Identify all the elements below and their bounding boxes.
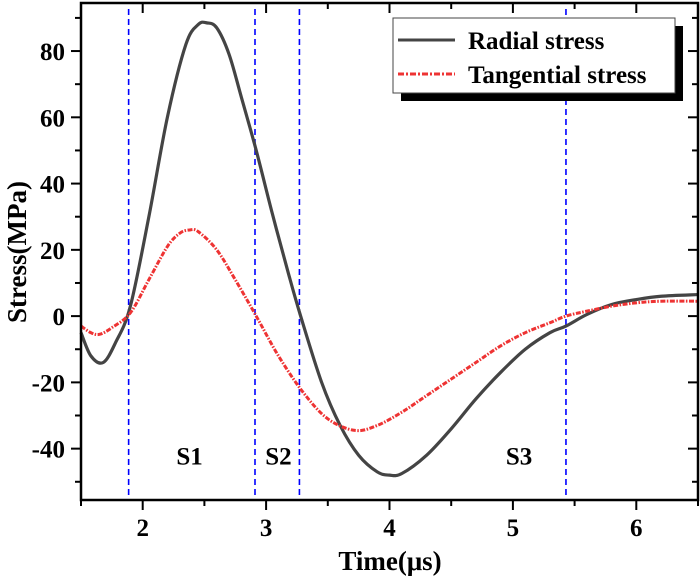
legend: Radial stress Tangential stress [392, 17, 683, 101]
stage-label: S2 [265, 443, 291, 470]
x-tick-label: 2 [136, 515, 149, 542]
x-tick-label: 5 [507, 515, 520, 542]
radial-stress-line [79, 20, 699, 478]
stage-label: S1 [176, 443, 202, 470]
series-lines [79, 20, 699, 478]
x-axis-label: Time(μs) [338, 546, 441, 576]
stage-label: S3 [506, 443, 532, 470]
y-tick-labels: -40 -20 0 20 40 60 80 [32, 39, 65, 464]
legend-label-radial: Radial stress [468, 28, 605, 55]
legend-box [392, 17, 676, 94]
y-tick-label: -40 [32, 437, 65, 464]
x-tick-label: 4 [383, 515, 396, 542]
y-tick-label: 80 [40, 39, 65, 66]
tick-marks [71, 3, 699, 510]
x-tick-labels: 2 3 4 5 6 [136, 515, 642, 542]
y-tick-label: 60 [40, 105, 65, 132]
y-axis-label: Stress(MPa) [2, 181, 32, 323]
y-tick-label: 0 [53, 304, 66, 331]
x-tick-label: 3 [260, 515, 273, 542]
y-tick-label: 40 [40, 172, 65, 199]
x-tick-label: 6 [630, 515, 643, 542]
y-tick-label: 20 [40, 238, 65, 265]
tangential-stress-line [80, 227, 699, 433]
legend-label-tangential: Tangential stress [468, 62, 647, 89]
y-tick-label: -20 [32, 370, 65, 397]
stage-annotations: S1 S2 S3 [176, 443, 532, 470]
